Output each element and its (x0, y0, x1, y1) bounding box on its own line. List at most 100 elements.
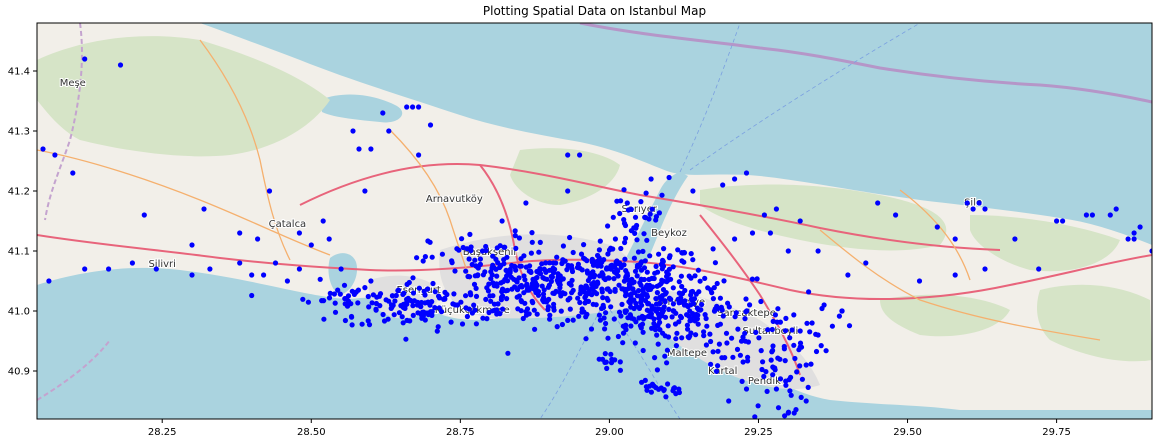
x-tick-label: 29.00 (595, 427, 624, 438)
data-point (380, 311, 386, 318)
data-point (797, 363, 803, 369)
data-point (518, 298, 524, 304)
data-point (688, 275, 694, 281)
data-point (777, 319, 784, 325)
data-point (769, 326, 775, 333)
data-point (637, 263, 643, 269)
data-point (505, 271, 511, 277)
data-point (531, 307, 537, 313)
data-point (644, 269, 650, 275)
data-point (608, 360, 615, 366)
data-point (565, 317, 571, 323)
data-point (701, 329, 707, 335)
data-point (530, 276, 536, 282)
data-point (338, 266, 344, 272)
x-tick-label: 28.75 (446, 427, 475, 438)
data-point (523, 200, 529, 206)
data-point (399, 314, 405, 320)
data-point (649, 206, 655, 212)
forest-area (880, 294, 1010, 337)
forest-area (37, 36, 330, 157)
data-point (673, 343, 680, 349)
data-point (261, 272, 267, 278)
data-point (839, 308, 845, 314)
data-point (797, 328, 803, 334)
x-tick-label: 29.50 (893, 427, 922, 438)
data-point (630, 286, 636, 292)
data-point (501, 261, 507, 267)
data-point (534, 311, 540, 317)
data-point (524, 306, 531, 312)
data-point (1125, 236, 1131, 242)
data-point (624, 270, 630, 277)
data-point (807, 329, 813, 335)
data-point (578, 284, 584, 290)
data-point (472, 307, 478, 313)
data-point (782, 413, 788, 419)
data-point (499, 289, 505, 295)
data-point (425, 238, 431, 244)
data-point (622, 222, 629, 229)
data-point (542, 276, 548, 282)
data-point (395, 288, 401, 294)
data-point (694, 312, 700, 318)
data-point (934, 224, 940, 230)
data-point (52, 152, 58, 158)
data-point (391, 312, 397, 318)
data-point (319, 298, 325, 304)
data-point (549, 274, 556, 280)
data-point (717, 295, 724, 301)
data-point (332, 309, 339, 315)
data-point (815, 332, 821, 338)
data-point (721, 278, 727, 284)
data-point (153, 266, 159, 272)
data-point (695, 307, 702, 313)
data-point (640, 329, 646, 335)
data-point (541, 266, 547, 272)
y-tick-label: 41.4 (8, 67, 30, 78)
data-point (467, 274, 473, 280)
data-point (634, 237, 640, 243)
data-point (668, 276, 674, 282)
data-point (296, 230, 302, 236)
data-point (40, 146, 46, 152)
data-point (249, 292, 255, 299)
data-point (348, 301, 354, 307)
data-point (497, 311, 503, 317)
terkos-lake (320, 94, 403, 123)
data-point (514, 294, 520, 300)
data-point (467, 231, 473, 237)
data-point (590, 269, 596, 275)
data-point (425, 286, 431, 292)
data-point (645, 300, 652, 307)
data-point (480, 272, 486, 278)
data-point (351, 291, 357, 297)
data-point (1036, 266, 1042, 272)
data-point (772, 312, 779, 318)
data-point (605, 275, 611, 281)
data-point (647, 211, 653, 217)
data-point (583, 336, 589, 342)
data-point (679, 250, 685, 256)
data-point (430, 280, 436, 287)
data-point (449, 258, 455, 264)
place-label: Meşe (60, 78, 86, 89)
data-point (539, 261, 545, 267)
data-point (237, 260, 243, 266)
data-point (249, 272, 255, 278)
data-point (685, 334, 691, 340)
data-point (653, 301, 660, 307)
data-point (483, 296, 489, 302)
data-point (649, 381, 656, 387)
data-point (284, 278, 290, 284)
data-point (402, 305, 408, 311)
data-point (560, 290, 566, 296)
data-point (600, 295, 606, 301)
data-point (676, 279, 682, 285)
data-point (475, 272, 481, 278)
data-point (485, 288, 491, 294)
data-point (641, 265, 648, 271)
data-point (770, 343, 776, 349)
data-point (617, 210, 623, 217)
data-point (614, 198, 620, 204)
